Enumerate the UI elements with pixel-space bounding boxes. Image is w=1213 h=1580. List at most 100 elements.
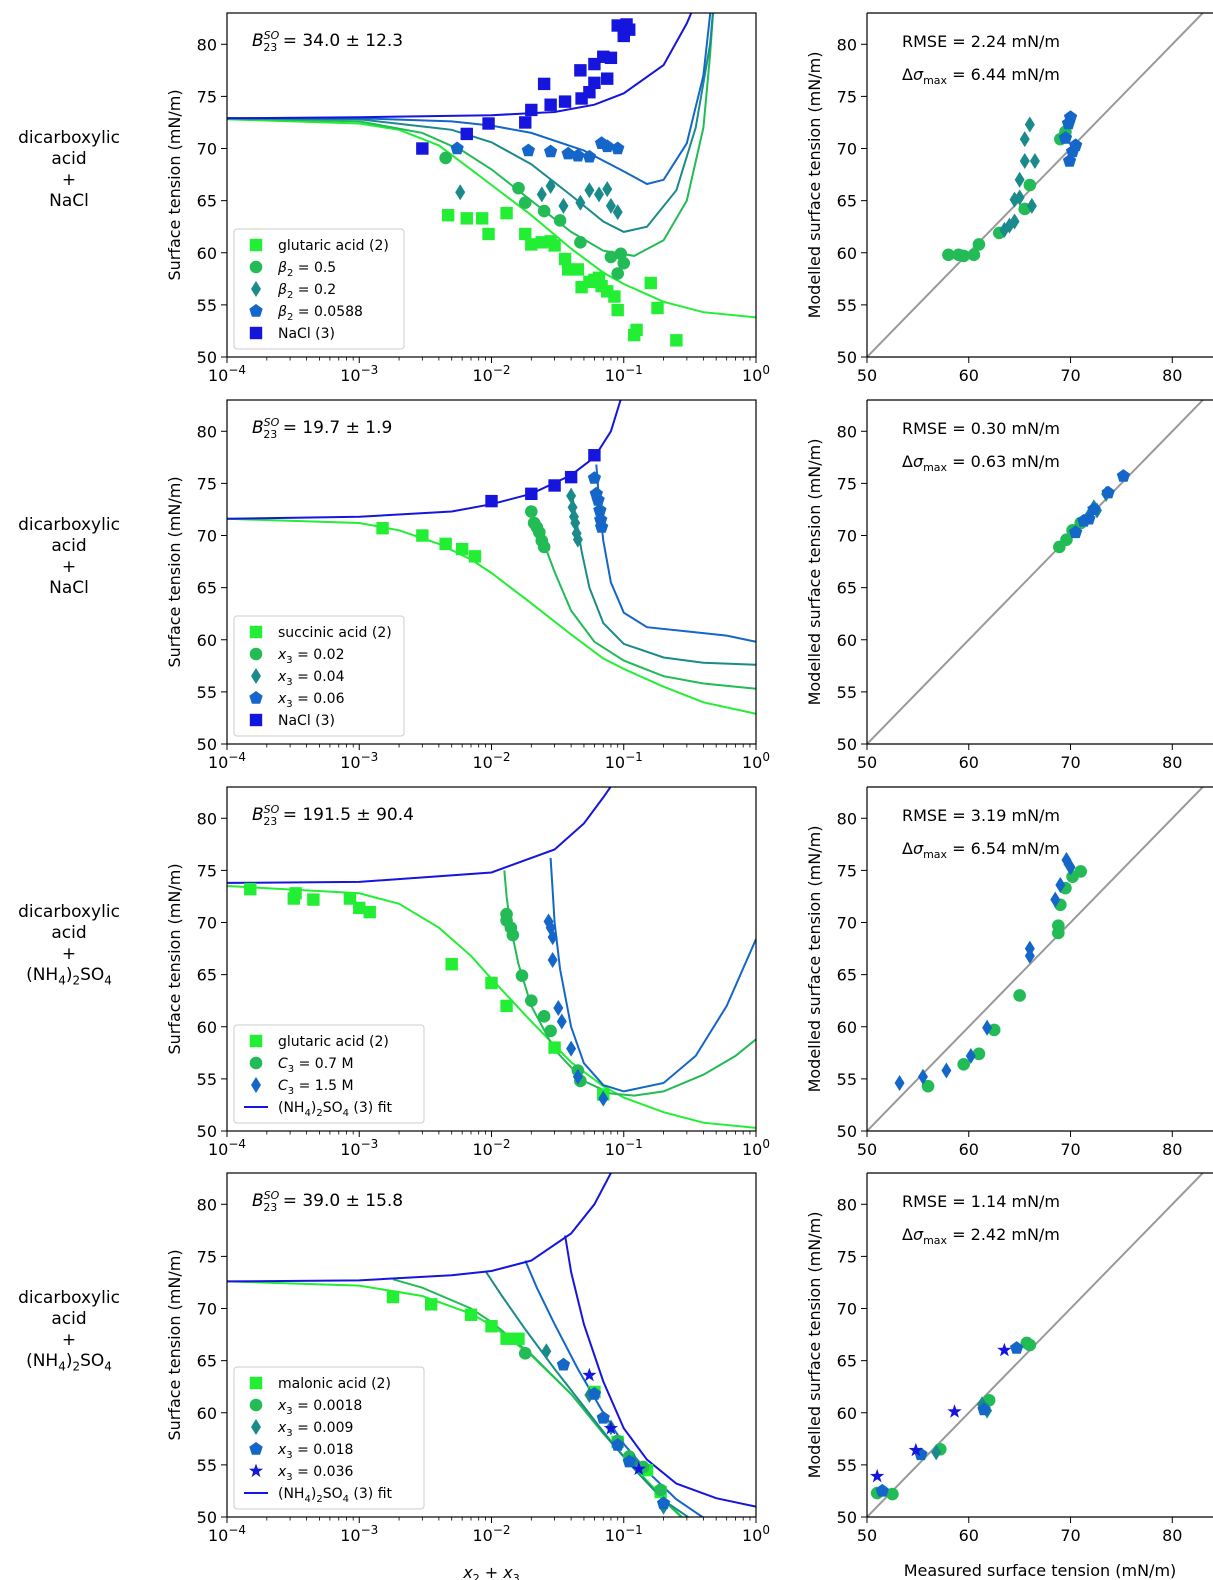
- data-point: [572, 1068, 583, 1085]
- legend-marker: [249, 1034, 263, 1048]
- y-tick-label: 50: [197, 735, 217, 754]
- x-tick-label: 100: [742, 750, 770, 772]
- y-tick-label: 80: [197, 35, 217, 54]
- y-tick-label: 80: [197, 809, 217, 828]
- y-tick-label: 70: [837, 140, 857, 159]
- parity-point: [1009, 213, 1020, 230]
- data-point: [525, 103, 538, 117]
- legend-label: C3 = 0.7 M: [278, 1056, 354, 1075]
- data-point: [598, 1090, 609, 1107]
- parity-point: [1023, 1338, 1037, 1352]
- data-markers: [376, 449, 609, 563]
- parity-point: [972, 238, 986, 251]
- data-point: [588, 76, 601, 90]
- data-point: [556, 1357, 571, 1371]
- parity-point: [1069, 138, 1083, 152]
- data-point: [515, 969, 529, 982]
- y-tick-label: 55: [837, 1070, 857, 1089]
- x-tick-label: 10−1: [605, 750, 643, 772]
- b23-annotation: BSO 23 = 34.0 ± 12.3: [252, 29, 403, 54]
- data-point: [485, 1320, 498, 1333]
- data-point: [566, 1040, 577, 1057]
- parity-point: [947, 1404, 962, 1418]
- data-point: [604, 250, 618, 264]
- y-tick-label: 65: [197, 579, 217, 598]
- y-tick-label: 70: [197, 140, 217, 159]
- right-y-label: Modelled surface tension (mN/m): [805, 826, 824, 1093]
- y-tick-label: 70: [197, 1300, 217, 1319]
- x-tick-label: 10−3: [340, 750, 378, 772]
- x-tick-label: 10−3: [340, 363, 378, 385]
- x-tick-label: 60: [959, 366, 979, 385]
- x-tick-label: 10−2: [472, 750, 510, 772]
- data-point: [544, 1024, 557, 1038]
- fit-curve: [227, 118, 756, 319]
- parity-point: [1024, 940, 1035, 957]
- data-point: [574, 64, 587, 77]
- parity-point: [1019, 153, 1030, 170]
- fit-curve: [227, 1173, 613, 1283]
- x-tick-label: 10−4: [208, 363, 246, 385]
- parity-point: [1063, 856, 1074, 873]
- parity-point: [1026, 197, 1037, 214]
- data-point: [475, 212, 489, 225]
- parity-point: [965, 1047, 976, 1064]
- y-tick-label: 55: [837, 1456, 857, 1475]
- data-point: [482, 117, 495, 130]
- row-label-line: NaCl: [49, 578, 89, 598]
- data-point: [547, 929, 558, 946]
- fit-curve: [227, 400, 622, 520]
- legend-label: x3 = 0.009: [277, 1420, 353, 1439]
- data-point: [548, 479, 561, 492]
- legend: glutaric acid (2) C3 = 0.7 M C3 = 1.5 M (NH…: [233, 1024, 425, 1124]
- legend-label: C3 = 1.5 M: [278, 1078, 354, 1097]
- data-point: [630, 323, 643, 337]
- data-point: [670, 334, 683, 347]
- row-label-line: dicarboxylic: [18, 1288, 120, 1308]
- data-point: [561, 146, 575, 160]
- data-point: [512, 1332, 525, 1345]
- dsigma-annotation: Δσmax = 2.42 mN/m: [902, 1225, 1060, 1247]
- y-tick-label: 65: [197, 1352, 217, 1371]
- parity-point: [1014, 171, 1025, 188]
- parity-point: [997, 1342, 1012, 1357]
- row-label-line: dicarboxylic: [18, 515, 120, 535]
- legend-label: β2 = 0.2: [277, 282, 336, 301]
- row-label-line: acid: [51, 1309, 87, 1329]
- x-tick-label: 50: [857, 1526, 877, 1545]
- legend-box: [233, 1366, 425, 1510]
- legend-label: malonic acid (2): [278, 1376, 391, 1392]
- parity-point: [921, 1079, 935, 1093]
- x-tick-label: 70: [1060, 1140, 1080, 1159]
- data-point: [482, 227, 495, 241]
- data-point: [611, 267, 624, 280]
- data-point: [386, 1290, 400, 1304]
- row-label: dicarboxylic acid + NaCl: [0, 515, 138, 599]
- data-markers: [416, 18, 683, 347]
- parity-point: [894, 1075, 905, 1092]
- y-tick-label: 75: [837, 861, 857, 880]
- fit-curves: [227, 13, 756, 319]
- right-x-label: Measured surface tension (mN/m): [904, 1561, 1177, 1580]
- x-tick-label: 80: [1162, 1526, 1182, 1545]
- parity-point: [1101, 485, 1115, 499]
- data-point: [553, 214, 567, 227]
- data-point: [525, 994, 538, 1007]
- fit-curve: [227, 13, 715, 257]
- data-point: [583, 86, 596, 99]
- data-point: [363, 905, 376, 919]
- left-panel: 50 55 60 65 70 75 80 10−4 10−3 10−2 10−1 100 Surface…: [165, 399, 770, 772]
- fit-curve: [564, 1235, 756, 1508]
- x-tick-label: 70: [1060, 366, 1080, 385]
- data-point: [455, 184, 466, 201]
- y-tick-label: 65: [197, 966, 217, 985]
- data-markers: [386, 1290, 671, 1515]
- data-point: [485, 976, 498, 990]
- y-tick-label: 60: [837, 1404, 857, 1423]
- row-label-line: +: [61, 944, 77, 964]
- data-point: [450, 141, 464, 155]
- y-tick-label: 75: [197, 87, 217, 106]
- data-point: [353, 901, 366, 915]
- row-label-line: +: [61, 557, 77, 577]
- data-point: [582, 1367, 597, 1382]
